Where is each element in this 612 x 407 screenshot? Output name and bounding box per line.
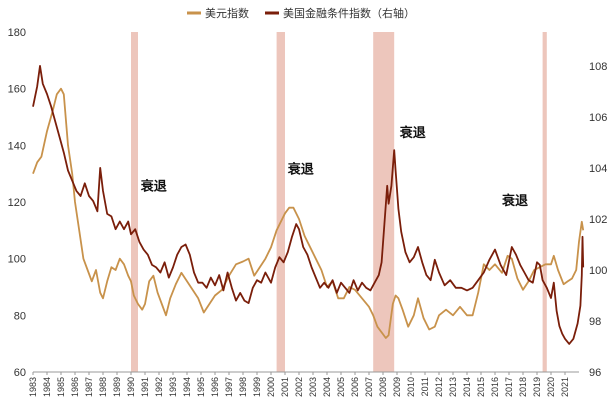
recession-band-2 <box>276 32 285 372</box>
axes: 60 80 100 120 140 160 180 96 98 100 102 104 106 108 19… <box>8 27 608 397</box>
x-tick-label: 2021 <box>560 377 570 397</box>
x-tick-label: 2006 <box>350 377 360 397</box>
x-tick-label: 1988 <box>98 377 108 397</box>
x-tick-label: 2009 <box>392 377 402 397</box>
x-tick-label: 1983 <box>28 377 38 397</box>
series-line-1 <box>32 87 585 339</box>
x-tick-label: 2020 <box>546 377 556 397</box>
recession-band-4 <box>542 32 547 372</box>
x-tick-label: 1994 <box>182 377 192 397</box>
y-right-tick-label: 100 <box>589 265 607 277</box>
series-lines <box>32 65 585 345</box>
legend-label-1: 美元指数 <box>205 6 249 20</box>
x-tick-label: 1985 <box>56 377 66 397</box>
recession-band-3 <box>373 32 395 372</box>
x-tick-label: 2013 <box>448 377 458 397</box>
x-tick-label: 2011 <box>420 377 430 396</box>
y-left-tick-label: 100 <box>8 254 26 266</box>
legend-label-2: 美国金融条件指数（右轴） <box>283 6 415 20</box>
y-right-tick-label: 102 <box>589 214 607 226</box>
y-left-tick-label: 180 <box>8 27 26 39</box>
series-line-2 <box>32 65 585 345</box>
y-right-tick-label: 108 <box>589 61 607 73</box>
x-tick-label: 1993 <box>168 377 178 397</box>
x-tick-label: 2010 <box>406 377 416 397</box>
x-tick-label: 1987 <box>84 377 94 397</box>
y-left-tick-label: 80 <box>14 310 26 322</box>
y-right-tick-label: 104 <box>589 163 607 175</box>
x-tick-label: 2000 <box>266 377 276 397</box>
x-tick-label: 1999 <box>252 377 262 397</box>
y-right-tick-label: 98 <box>589 316 601 328</box>
y-left-tick-label: 160 <box>8 84 26 96</box>
annotation-recession: 衰退 <box>287 162 314 178</box>
annotation-recession: 衰退 <box>399 125 426 141</box>
x-tick-label: 1986 <box>70 377 80 397</box>
x-tick-label: 2005 <box>336 377 346 397</box>
x-tick-label: 1992 <box>154 377 164 397</box>
x-tick-label: 1991 <box>140 377 150 397</box>
y-left-tick-label: 140 <box>8 140 26 152</box>
x-tick-label: 2002 <box>294 377 304 397</box>
x-tick-label: 1996 <box>210 377 220 397</box>
x-tick-label: 2017 <box>504 377 514 397</box>
y-right-tick-label: 106 <box>589 112 607 124</box>
legend: 美元指数 美国金融条件指数（右轴） <box>187 6 415 20</box>
y-right-tick-label: 96 <box>589 367 601 379</box>
x-tick-label: 2014 <box>462 377 472 397</box>
x-tick-label: 2003 <box>308 377 318 397</box>
x-tick-label: 1989 <box>112 377 122 397</box>
y-left-tick-label: 120 <box>8 197 26 209</box>
x-tick-label: 2015 <box>476 377 486 397</box>
x-tick-label: 1995 <box>196 377 206 397</box>
annotation-recession: 衰退 <box>140 179 167 195</box>
x-tick-label: 2004 <box>322 377 332 397</box>
recession-band-1 <box>131 32 138 372</box>
x-tick-label: 1997 <box>224 377 234 397</box>
recession-bands <box>131 32 547 372</box>
y-left-tick-label: 60 <box>14 367 26 379</box>
x-tick-label: 1998 <box>238 377 248 397</box>
x-tick-label: 1984 <box>42 377 52 397</box>
x-tick-label: 2007 <box>364 377 374 397</box>
x-tick-label: 2016 <box>490 377 500 397</box>
annotation-recession: 衰退 <box>501 193 528 209</box>
x-tick-label: 2008 <box>378 377 388 397</box>
x-tick-label: 2019 <box>532 377 542 397</box>
x-tick-label: 2001 <box>280 377 290 397</box>
x-tick-label: 1990 <box>126 377 136 397</box>
x-tick-label: 2012 <box>434 377 444 397</box>
x-tick-label: 2018 <box>518 377 528 397</box>
